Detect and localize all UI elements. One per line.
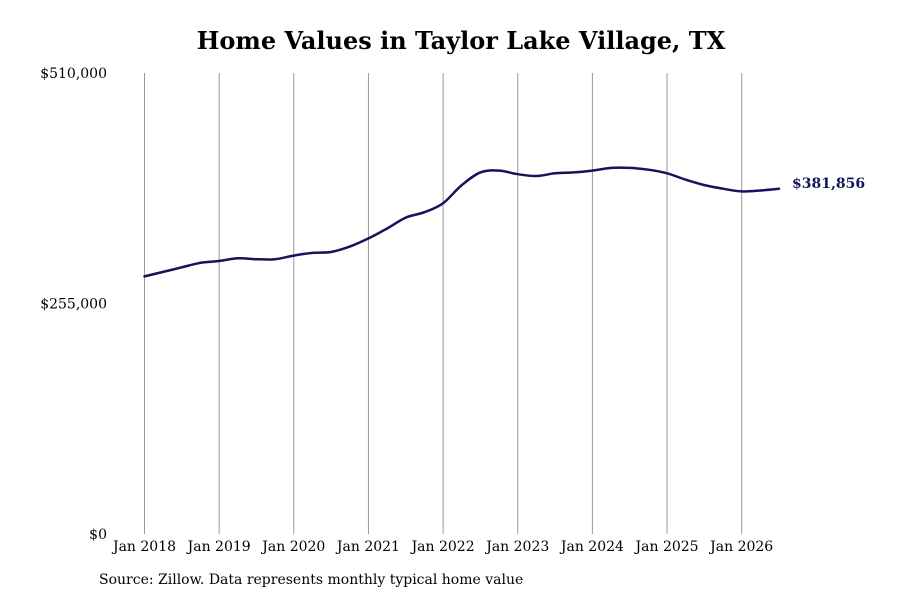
x-tick-label: Jan 2019 xyxy=(186,539,251,555)
source-note: Source: Zillow. Data represents monthly … xyxy=(99,572,524,588)
end-value-label: $381,856 xyxy=(792,176,865,192)
x-tick-label: Jan 2018 xyxy=(111,539,176,555)
y-tick-label: $255,000 xyxy=(40,297,107,313)
x-tick-label: Jan 2025 xyxy=(634,539,699,555)
chart-title: Home Values in Taylor Lake Village, TX xyxy=(196,26,726,55)
x-tick-label: Jan 2021 xyxy=(335,539,400,555)
home-value-line xyxy=(143,166,781,278)
y-tick-label: $510,000 xyxy=(40,66,107,82)
x-tick-label: Jan 2022 xyxy=(410,539,475,555)
x-tick-label: Jan 2026 xyxy=(708,539,773,555)
x-tick-label: Jan 2024 xyxy=(559,539,624,555)
y-tick-label: $0 xyxy=(89,527,107,543)
x-tick-label: Jan 2020 xyxy=(260,539,325,555)
x-tick-label: Jan 2023 xyxy=(484,539,549,555)
